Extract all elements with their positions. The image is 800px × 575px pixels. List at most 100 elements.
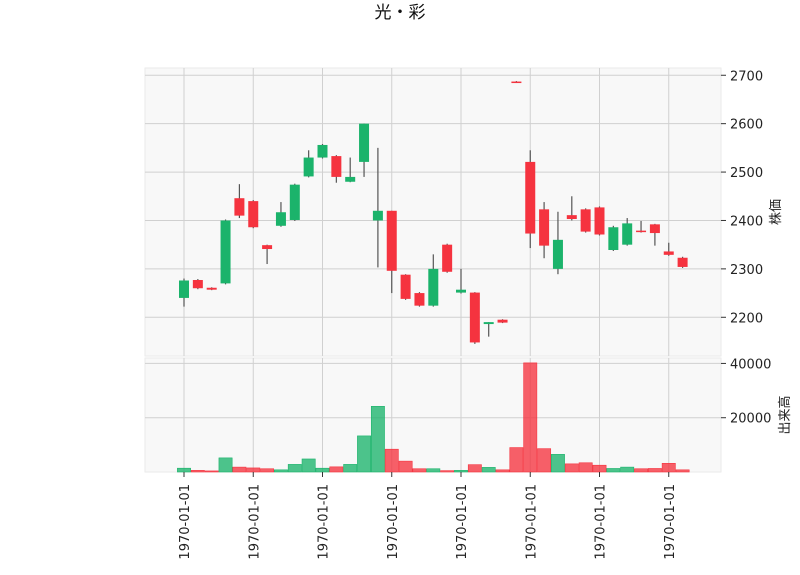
candle-body [289, 184, 300, 220]
volume-bar [204, 470, 219, 473]
volume-bar [578, 462, 593, 473]
candle-body [469, 292, 480, 343]
price-plot-area [144, 67, 722, 357]
volume-y-axis-label: 出来高 [777, 395, 793, 434]
volume-bar [315, 467, 330, 473]
x-tick-label: 1970-01-01 [386, 484, 401, 560]
volume-bar [495, 469, 510, 473]
volume-bar [454, 470, 468, 473]
volume-bar [564, 463, 579, 473]
price-y-tick-label: 2200 [730, 311, 763, 326]
volume-bar [481, 467, 496, 473]
price-y-tick-label: 2300 [730, 263, 763, 278]
x-tick-label: 1970-01-01 [663, 484, 678, 560]
x-tick-label: 1970-01-01 [178, 484, 193, 560]
candle-body [248, 201, 259, 228]
candle-body [220, 220, 231, 284]
candle-body [677, 257, 688, 267]
volume-bar [246, 467, 261, 473]
volume-bar [177, 467, 191, 473]
volume-bar [384, 448, 399, 473]
volume-bar [592, 464, 607, 473]
volume-bar [370, 406, 385, 473]
candle-body [359, 123, 370, 162]
volume-bar [357, 435, 371, 473]
volume-bar [675, 469, 690, 473]
volume-y-tick-label: 40000 [730, 357, 771, 372]
price-y-tick-labels: 2200 2300 2400 2500 2600 2700 [721, 69, 763, 326]
volume-bar [647, 468, 662, 473]
volume-bar [412, 468, 427, 473]
volume-bar [301, 458, 316, 473]
volume-bar [218, 457, 233, 473]
candle-body [317, 144, 328, 158]
volume-bar [343, 464, 358, 473]
volume-bar [287, 464, 302, 473]
volume-plot-area [144, 357, 722, 473]
candle-body [234, 198, 245, 216]
volume-y-tick-labels: 20000 40000 [721, 357, 771, 427]
price-y-tick-label: 2600 [730, 118, 763, 133]
volume-bar [426, 468, 441, 473]
volume-panel: 20000 40000 出来高 [144, 357, 793, 473]
volume-bar [440, 470, 455, 473]
candle-body [456, 289, 466, 293]
price-panel: 2200 2300 2400 2500 2600 2700 株価 [144, 67, 784, 357]
volume-bars [177, 362, 690, 473]
volume-bar [329, 466, 344, 473]
candle-body [442, 244, 453, 272]
price-y-axis-label: 株価 [769, 199, 784, 225]
volume-bar [606, 468, 621, 473]
candle-body [206, 287, 217, 290]
x-tick-label: 1970-01-01 [524, 484, 539, 560]
candle-body [192, 280, 203, 289]
candle-body [552, 239, 563, 269]
candle-body [525, 161, 536, 234]
volume-bar [232, 466, 247, 473]
candle-body [372, 210, 383, 221]
candle-body [636, 230, 647, 233]
volume-bar [661, 463, 676, 473]
candle-body [179, 280, 189, 298]
volume-bar [634, 468, 648, 473]
candle-body [608, 227, 619, 250]
candle-body [539, 209, 550, 246]
candle-body [303, 157, 314, 177]
price-y-tick-label: 2700 [730, 69, 763, 84]
candle-body [331, 156, 342, 177]
candle-body [511, 81, 522, 84]
volume-bar [274, 469, 288, 473]
candle-body [400, 274, 411, 299]
candle-body [275, 212, 286, 226]
volume-bar [551, 454, 565, 473]
x-tick-labels: 1970-01-01 1970-01-01 1970-01-01 1970-01-01… [178, 472, 678, 560]
candle-body [580, 209, 591, 232]
candle-body [483, 322, 494, 325]
volume-bar [398, 460, 413, 473]
candle-body [649, 224, 660, 234]
volume-bar [537, 448, 552, 473]
x-tick-label: 1970-01-01 [455, 484, 470, 560]
candle-body [663, 251, 674, 255]
price-y-tick-label: 2500 [730, 166, 763, 181]
chart-title: 光・彩 [375, 3, 426, 23]
candle-body [497, 319, 508, 323]
candle-body [594, 207, 605, 235]
candle-body [622, 223, 633, 245]
volume-bar [260, 468, 275, 473]
volume-bar [190, 470, 205, 473]
candle-body [262, 245, 273, 250]
price-candles [179, 81, 688, 344]
x-tick-label: 1970-01-01 [594, 484, 609, 560]
candle-body [386, 210, 397, 271]
candle-body [428, 268, 439, 306]
candle-body [345, 176, 356, 182]
candle-body [414, 293, 425, 306]
volume-bar [620, 466, 635, 473]
x-tick-label: 1970-01-01 [247, 484, 262, 560]
volume-bar [509, 447, 524, 473]
volume-bar [523, 362, 538, 473]
volume-y-tick-label: 20000 [730, 412, 771, 427]
volume-bar [467, 464, 482, 473]
